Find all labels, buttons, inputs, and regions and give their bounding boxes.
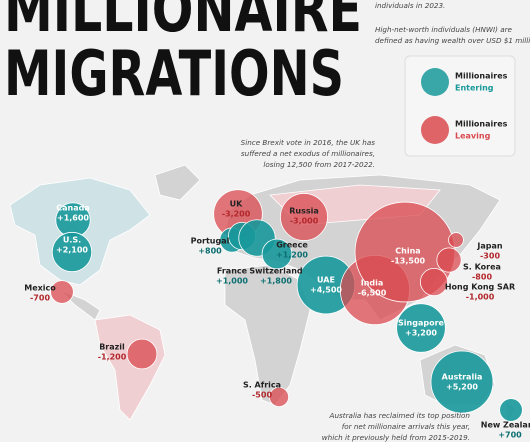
- value-label: +2,100: [56, 246, 88, 255]
- value-label: -1,000: [466, 293, 495, 302]
- value-label: -6,500: [358, 289, 387, 298]
- bubble: [261, 238, 293, 270]
- bubble: [430, 350, 494, 414]
- value-label: +3,200: [405, 329, 437, 338]
- value-label: -3,200: [222, 210, 251, 219]
- value-label: +1,600: [57, 214, 89, 223]
- legend-sublabel: Entering: [455, 84, 494, 93]
- legend-label: Millionaires: [455, 72, 508, 81]
- value-label: +700: [498, 431, 522, 440]
- bubble: [448, 232, 464, 248]
- country-label: Brazil: [99, 343, 125, 352]
- country-label: UK: [230, 200, 243, 209]
- country-label: Canada: [56, 204, 90, 213]
- country-label: S. Africa: [243, 381, 281, 390]
- annotation: for net millionaire arrivals this year,: [342, 422, 470, 431]
- bubble: [396, 303, 446, 353]
- value-label: +800: [198, 247, 222, 256]
- bubble: [499, 398, 523, 422]
- annotation: Australia has reclaimed its top position: [329, 411, 471, 420]
- country-label: New Zealand: [481, 421, 530, 430]
- value-label: +1,800: [260, 277, 292, 286]
- country-label: Greece: [276, 241, 308, 250]
- value-label: +1,200: [276, 251, 308, 260]
- country-label: Japan: [476, 242, 503, 251]
- annotation: losing 12,500 from 2017-2022.: [263, 160, 375, 169]
- bubble: [280, 193, 328, 241]
- value-label: -500: [252, 391, 272, 400]
- bubble: [420, 268, 448, 296]
- country-label: India: [361, 279, 384, 288]
- intro-text: High-net-worth individuals (HNWI) are: [375, 25, 513, 34]
- country-label: China: [395, 247, 420, 256]
- bubbles: [50, 189, 523, 422]
- country-label: Singapore: [398, 319, 444, 328]
- annotation: which it previously held from 2015-2019.: [322, 433, 470, 442]
- country-label: France: [217, 267, 248, 276]
- bubble: [50, 280, 74, 304]
- labels: Canada+1,600U.S.+2,100Mexico-700Brazil-1…: [24, 200, 530, 440]
- annotation: Since Brexit vote in 2016, the UK has: [241, 138, 376, 147]
- intro-text: individuals in 2023.: [375, 1, 445, 10]
- legend-swatch: [421, 68, 449, 96]
- value-label: -800: [472, 273, 492, 282]
- bubble: [51, 231, 93, 273]
- title: MILLIONAIRE MIGRATIONS: [4, 0, 362, 110]
- bubble: [268, 386, 290, 408]
- country-label: Russia: [289, 207, 319, 216]
- country-label: UAE: [317, 276, 335, 285]
- value-label: -1,200: [98, 353, 127, 362]
- country-label: U.S.: [63, 236, 81, 245]
- country-label: Australia: [442, 373, 483, 382]
- country-label: Switzerland: [249, 267, 303, 276]
- legend: Millionaires Entering Millionaires Leaving: [421, 68, 508, 144]
- legend-sublabel: Leaving: [455, 132, 491, 141]
- title-line: MIGRATIONS: [4, 37, 344, 110]
- legend-swatch: [421, 116, 449, 144]
- title-line: MILLIONAIRE: [4, 0, 362, 46]
- value-label: -13,500: [391, 257, 426, 266]
- value-label: +1,000: [216, 277, 248, 286]
- bubble: [436, 247, 462, 273]
- value-label: -300: [480, 252, 500, 261]
- country-label: Hong Kong SAR: [445, 283, 515, 292]
- value-label: -3,000: [290, 217, 319, 226]
- value-label: -700: [30, 294, 50, 303]
- bubble: [126, 338, 158, 370]
- intro-text: defined as having wealth over USD $1 mil…: [375, 36, 530, 45]
- annotation: suffered a net exodus of millionaires,: [241, 149, 375, 158]
- country-label: S. Korea: [463, 263, 501, 272]
- country-label: Mexico: [24, 284, 56, 293]
- value-label: +4,500: [310, 286, 342, 295]
- country-label: Portugal: [191, 237, 230, 246]
- legend-label: Millionaires: [455, 120, 508, 129]
- value-label: +5,200: [446, 383, 478, 392]
